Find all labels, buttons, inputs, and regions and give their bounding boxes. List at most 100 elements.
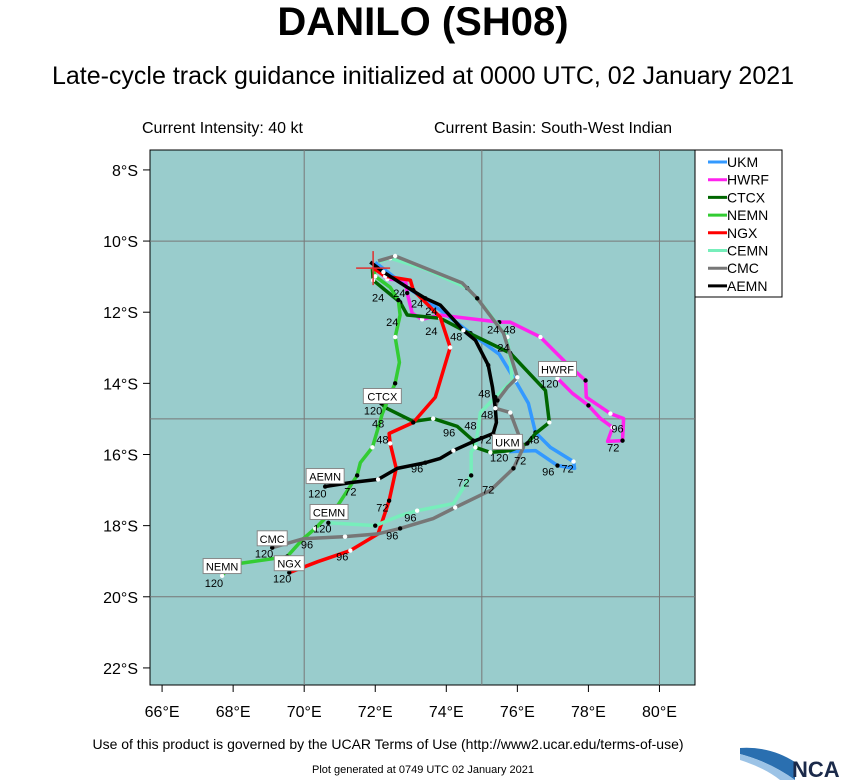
lon-tick-label: 76°E [500, 704, 535, 721]
lon-tick-label: 74°E [429, 704, 464, 721]
forecast-hour-label: 24 [372, 292, 384, 304]
track-point [451, 448, 456, 453]
forecast-hour-label: 72 [479, 435, 491, 447]
forecast-hour-label: 72 [561, 463, 573, 475]
terms-of-use-text: Use of this product is governed by the U… [92, 736, 684, 752]
model-label-text: CMC [260, 534, 285, 546]
track-point [620, 438, 625, 443]
track-point [348, 548, 353, 553]
forecast-hour-label: 48 [527, 435, 539, 447]
model-end-label-ukm: UKM [491, 433, 523, 450]
lon-tick-label: 68°E [216, 704, 251, 721]
forecast-hour-label: 120 [540, 378, 558, 390]
track-point [448, 345, 453, 350]
model-end-label-hwrf: HWRF [538, 360, 578, 377]
track-point [373, 523, 378, 528]
legend-entry-nemn: NEMN [708, 207, 768, 223]
track-point [219, 573, 225, 578]
forecast-hour-label: 120 [308, 489, 326, 501]
track-point [375, 477, 381, 482]
forecast-hour-label: 96 [611, 424, 623, 436]
track-point [430, 416, 436, 421]
model-end-label-nemn: NEMN [202, 558, 242, 575]
track-point [270, 545, 275, 550]
lat-tick-label: 22°S [103, 661, 138, 678]
map-background [149, 149, 696, 686]
current-basin: Current Basin: South-West Indian [434, 120, 673, 137]
track-point [511, 466, 516, 471]
track-point [468, 473, 474, 478]
model-label-box [202, 558, 242, 575]
forecast-hour-label: 48 [372, 418, 384, 430]
forecast-hour-label: 24 [497, 342, 509, 354]
forecast-hour-label: 96 [404, 512, 416, 524]
track-point [414, 508, 420, 513]
forecast-hour-label: 96 [411, 463, 423, 475]
forecast-hour-label: 72 [607, 442, 619, 454]
track-point [405, 290, 410, 296]
track-nemn [219, 267, 402, 578]
track-point [381, 269, 386, 275]
model-label-box [309, 503, 349, 520]
legend-label: CEMN [727, 243, 768, 259]
ncar-logo: NCAR [740, 747, 840, 780]
model-label-text: CTCX [367, 392, 398, 404]
track-point [547, 420, 552, 425]
track-line [324, 260, 499, 489]
legend-label: NGX [727, 225, 758, 241]
model-end-label-aemn: AEMN [305, 468, 345, 485]
track-point [486, 363, 491, 368]
model-label-box [491, 433, 523, 450]
track-point [488, 450, 493, 455]
current-intensity: Current Intensity: 40 kt [142, 120, 303, 137]
forecast-hour-label: 120 [364, 405, 382, 417]
forecast-hour-label: 120 [255, 549, 273, 561]
lon-tick-label: 70°E [287, 704, 322, 721]
lon-tick-label: 78°E [571, 704, 606, 721]
legend-label: CMC [727, 260, 759, 276]
model-label-box [538, 360, 578, 377]
forecast-hour-label: 24 [386, 317, 398, 329]
track-point [610, 425, 615, 430]
forecast-hour-label: 48 [481, 409, 493, 421]
model-label-text: UKM [495, 437, 519, 449]
track-point [322, 484, 328, 489]
track-point [326, 520, 331, 525]
model-end-label-ctcx: CTCX [362, 388, 402, 405]
track-point [571, 459, 576, 464]
track-line [370, 267, 552, 455]
legend-label: UKM [727, 154, 758, 170]
forecast-hour-label: 120 [273, 574, 291, 586]
track-point [538, 334, 543, 340]
model-end-label-ngx: NGX [273, 555, 305, 572]
legend-label: CTCX [727, 189, 766, 205]
track-line [271, 254, 526, 550]
forecast-hour-label: 72 [376, 502, 388, 514]
forecast-hour-label: 96 [301, 540, 313, 552]
forecast-hour-label: 120 [490, 452, 508, 464]
lat-tick-label: 10°S [103, 234, 138, 251]
track-aemn [322, 260, 499, 489]
legend-entry-ngx: NGX [708, 225, 758, 241]
ncar-logo-text: NCAR [792, 757, 840, 780]
model-end-label-cemn: CEMN [309, 503, 349, 520]
track-point [475, 296, 480, 301]
model-label-box [305, 468, 345, 485]
model-label-text: AEMN [309, 472, 341, 484]
track-point [583, 378, 588, 383]
lat-tick-label: 12°S [103, 305, 138, 322]
track-point [392, 334, 398, 340]
forecast-hour-label: 72 [457, 478, 469, 490]
track-line [374, 266, 626, 444]
track-point [515, 375, 520, 380]
legend-entry-cmc: CMC [708, 260, 759, 276]
model-label-box [256, 530, 288, 547]
track-point [461, 328, 466, 333]
track-point [396, 297, 401, 303]
track-point [423, 296, 428, 301]
forecast-hour-label: 96 [542, 467, 554, 479]
track-point [287, 570, 292, 575]
track-point [452, 505, 458, 510]
model-end-label-cmc: CMC [256, 530, 288, 547]
track-point [392, 381, 398, 386]
